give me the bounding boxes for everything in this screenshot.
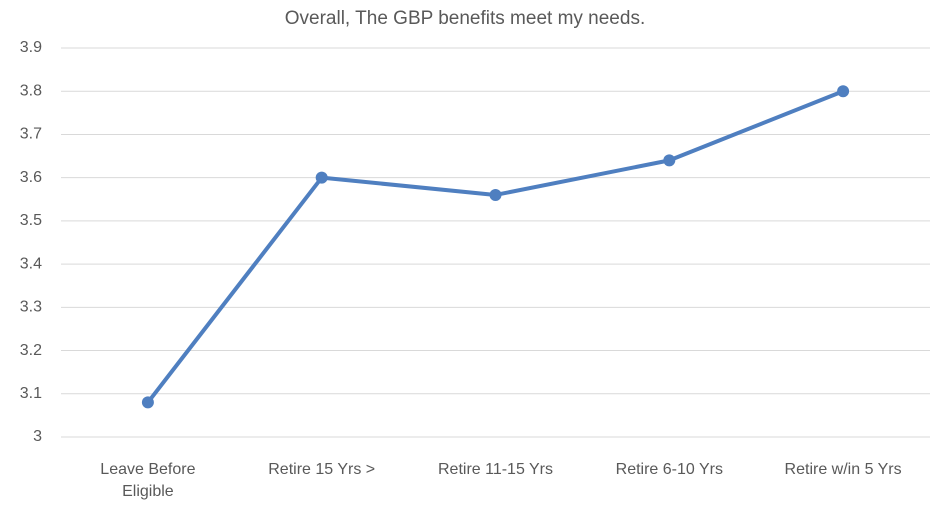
x-tick-label: Retire 11-15 Yrs [437,461,553,478]
y-tick-label: 3.3 [20,299,42,316]
y-tick-label: 3 [33,428,42,445]
point [315,171,328,184]
x-tick-label: Retire 15 Yrs > [268,461,376,478]
x-tick-label: Retire 6-10 Yrs [615,461,723,478]
chart-title: Overall, The GBP benefits meet my needs. [285,8,645,29]
point [837,85,850,98]
line [146,89,844,404]
y-tick-label: 3.4 [20,255,42,272]
y-tick-label: 3.8 [20,82,42,99]
y-tick-label: 3.1 [20,385,42,402]
y-tick-label: 3.2 [20,342,42,359]
point [141,396,154,409]
point [663,154,676,167]
x-tick-label: Retire w/in 5 Yrs [784,461,902,478]
y-tick-label: 3.9 [20,39,42,56]
y-tick-label: 3.6 [20,169,42,186]
y-tick-label: 3.7 [20,126,42,143]
point [489,188,502,201]
x-tick-label: Leave Before Eligible [100,461,196,500]
y-tick-label: 3.5 [20,212,42,229]
